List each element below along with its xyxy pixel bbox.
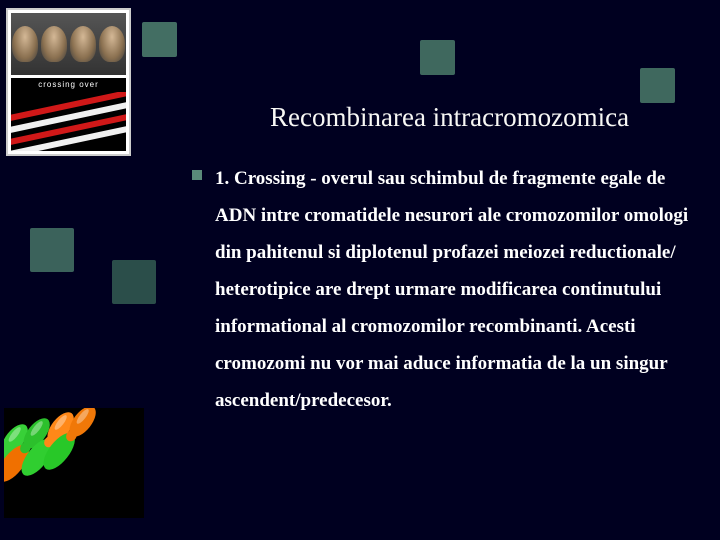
poster-streaks — [11, 92, 126, 151]
face-icon — [70, 26, 96, 62]
deco-square — [142, 22, 177, 57]
face-icon — [41, 26, 67, 62]
deco-square — [420, 40, 455, 75]
body-paragraph: 1. Crossing - overul sau schimbul de fra… — [215, 160, 690, 419]
slide-title: Recombinarea intracromozomica — [270, 102, 629, 133]
bullet-icon — [192, 170, 202, 180]
face-icon — [99, 26, 125, 62]
poster-image: crossing over — [6, 8, 131, 156]
chromosome-image — [4, 408, 144, 518]
deco-square — [112, 260, 156, 304]
poster-faces — [11, 13, 126, 75]
poster-label: crossing over — [11, 78, 126, 92]
deco-square — [30, 228, 74, 272]
deco-square — [640, 68, 675, 103]
face-icon — [12, 26, 38, 62]
